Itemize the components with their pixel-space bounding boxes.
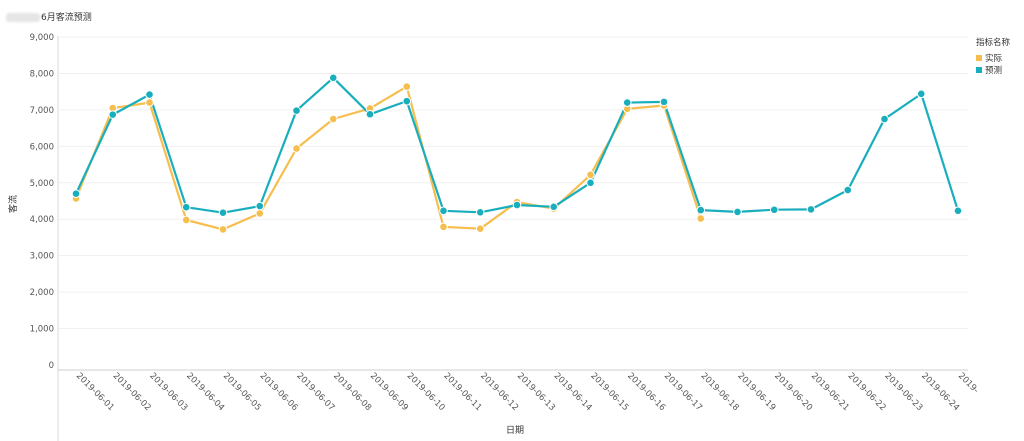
data-point-actual[interactable] bbox=[292, 144, 301, 153]
y-tick-label: 8,000 bbox=[30, 69, 54, 79]
data-point-forecast[interactable] bbox=[218, 208, 228, 217]
legend-title: 指标名称 bbox=[976, 38, 1011, 48]
legend-swatch-forecast bbox=[976, 67, 982, 73]
y-tick-label: 5,000 bbox=[30, 179, 54, 189]
y-tick-label: 0 bbox=[49, 361, 54, 371]
x-tick-label: 2019-06-15 bbox=[588, 371, 630, 413]
x-axis-title: 日期 bbox=[506, 425, 524, 436]
legend-item-actual[interactable]: 实际 bbox=[976, 52, 1010, 64]
data-point-actual[interactable] bbox=[328, 114, 338, 124]
data-point-forecast[interactable] bbox=[696, 205, 706, 215]
x-tick-label: 2019-06-21 bbox=[809, 371, 851, 413]
series-line-actual bbox=[74, 85, 702, 231]
data-point-actual[interactable] bbox=[181, 215, 191, 225]
y-tick-label: 4,000 bbox=[30, 215, 54, 225]
data-point-forecast[interactable] bbox=[880, 114, 889, 124]
data-point-forecast[interactable] bbox=[292, 106, 301, 115]
x-tick-label: 2019-06-16 bbox=[625, 371, 667, 413]
x-tick-label: 2019-06-23 bbox=[882, 371, 924, 413]
data-point-actual[interactable] bbox=[255, 209, 265, 218]
data-point-forecast[interactable] bbox=[439, 206, 448, 216]
chart-title: 6月客流预测 bbox=[6, 10, 92, 23]
data-point-actual[interactable] bbox=[475, 224, 485, 233]
x-tick-label: 2019-06-12 bbox=[478, 371, 520, 413]
x-tick-label: 2019- bbox=[956, 371, 981, 396]
series-line-forecast bbox=[75, 76, 960, 214]
y-tick-label: 9,000 bbox=[30, 33, 54, 43]
data-point-actual[interactable] bbox=[586, 170, 595, 180]
y-tick-label: 3,000 bbox=[30, 252, 54, 262]
x-tick-label: 2019-06-11 bbox=[441, 371, 483, 413]
data-point-actual[interactable] bbox=[696, 214, 706, 223]
data-point-forecast[interactable] bbox=[255, 201, 265, 211]
data-point-forecast[interactable] bbox=[549, 202, 559, 212]
data-point-forecast[interactable] bbox=[843, 185, 853, 195]
y-tick-label: 7,000 bbox=[30, 106, 54, 116]
data-point-forecast[interactable] bbox=[806, 205, 816, 214]
data-point-actual[interactable] bbox=[402, 82, 412, 91]
legend: 指标名称 实际 预测 bbox=[976, 36, 1010, 76]
legend-label-actual: 实际 bbox=[985, 54, 1003, 64]
data-point-forecast[interactable] bbox=[769, 205, 779, 215]
redacted-blur bbox=[6, 13, 40, 22]
data-point-forecast[interactable] bbox=[586, 178, 595, 188]
x-tick-label: 2019-06-03 bbox=[147, 371, 189, 413]
data-point-forecast[interactable] bbox=[475, 207, 485, 217]
x-tick-label: 2019-06-22 bbox=[846, 371, 888, 413]
x-tick-label: 2019-06-17 bbox=[662, 371, 704, 413]
data-point-forecast[interactable] bbox=[916, 89, 926, 99]
data-point-forecast[interactable] bbox=[512, 200, 522, 210]
data-point-forecast[interactable] bbox=[365, 109, 375, 119]
data-point-actual[interactable] bbox=[145, 98, 154, 107]
legend-item-forecast[interactable]: 预测 bbox=[976, 64, 1010, 76]
x-tick-label: 2019-06-19 bbox=[735, 371, 777, 413]
y-tick-label: 1,000 bbox=[30, 325, 54, 335]
legend-swatch-actual bbox=[976, 55, 982, 61]
y-tick-label: 6,000 bbox=[30, 142, 54, 152]
data-point-forecast[interactable] bbox=[953, 206, 963, 216]
data-point-forecast[interactable] bbox=[733, 207, 742, 217]
data-point-forecast[interactable] bbox=[181, 202, 191, 212]
x-tick-label: 2019-06-08 bbox=[331, 371, 373, 413]
x-tick-label: 2019-06-18 bbox=[699, 371, 741, 413]
x-tick-label: 2019-06-04 bbox=[184, 371, 226, 413]
x-tick-label: 2019-06-09 bbox=[368, 371, 410, 413]
x-tick-label: 2019-06-07 bbox=[294, 371, 336, 413]
x-tick-label: 2019-06-13 bbox=[515, 371, 557, 413]
data-point-forecast[interactable] bbox=[402, 96, 412, 106]
x-tick-labels: 2019-06-012019-06-022019-06-032019-06-04… bbox=[74, 371, 981, 413]
legend-label-forecast: 预测 bbox=[985, 66, 1003, 76]
x-tick-label: 2019-06-06 bbox=[258, 371, 300, 413]
x-tick-label: 2019-06-14 bbox=[552, 371, 594, 413]
data-point-actual[interactable] bbox=[218, 225, 228, 234]
series-points bbox=[71, 73, 963, 234]
y-axis-title: 客流 bbox=[7, 195, 19, 213]
x-tick-label: 2019-06-24 bbox=[919, 371, 961, 413]
data-point-forecast[interactable] bbox=[108, 110, 118, 119]
data-point-forecast[interactable] bbox=[145, 90, 154, 99]
data-point-forecast[interactable] bbox=[659, 97, 669, 107]
y-tick-label: 2,000 bbox=[30, 288, 54, 298]
chart-title-text: 6月客流预测 bbox=[41, 13, 92, 23]
x-tick-label: 2019-06-20 bbox=[772, 371, 814, 413]
data-point-forecast[interactable] bbox=[328, 73, 338, 83]
y-tick-labels: 0 1,000 2,000 3,000 4,000 5,000 6,000 7,000 8,00… bbox=[30, 33, 54, 371]
grid-lines bbox=[59, 36, 968, 330]
x-tick-label: 2019-06-01 bbox=[74, 371, 116, 413]
x-tick-label: 2019-06-10 bbox=[405, 371, 447, 413]
data-point-forecast[interactable] bbox=[71, 189, 81, 199]
data-point-actual[interactable] bbox=[439, 222, 448, 232]
x-tick-label: 2019-06-02 bbox=[111, 371, 153, 413]
data-point-forecast[interactable] bbox=[622, 98, 632, 107]
x-tick-label: 2019-06-05 bbox=[221, 371, 263, 413]
